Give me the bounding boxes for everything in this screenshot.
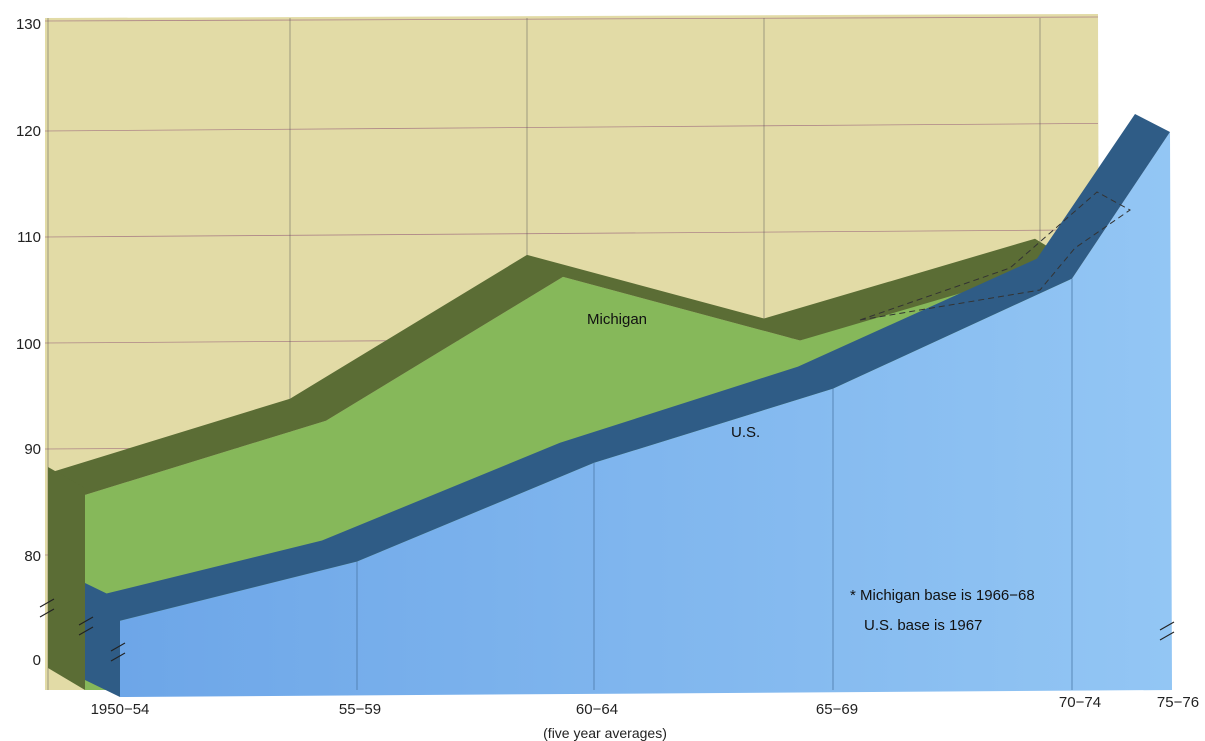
michigan-top-edge (48, 238, 1071, 496)
axis-break-marks (39, 598, 1175, 662)
y-tick-label: 80 (24, 548, 41, 565)
gridline-120 (44, 123, 1099, 132)
michigan-hidden-outline (859, 191, 1131, 321)
axis-break-5 (110, 652, 126, 662)
michigan-dashed-line (859, 191, 1131, 321)
x-tick-labels: 1950−54 55−59 60−64 65−69 70−74 75−76 (91, 694, 1199, 718)
axis-break-1 (39, 608, 55, 618)
y-tick-labels: 0 80 90 100 110 120 130 (16, 16, 41, 669)
us-area-face (120, 132, 1172, 697)
gridline-130 (44, 16, 1099, 22)
y-tick-label: 120 (16, 123, 41, 140)
axis-break-3 (78, 626, 94, 636)
x-tick-label: 60−64 (576, 701, 618, 718)
annotation-us-base: U.S. base is 1967 (864, 617, 982, 634)
axis-break-7 (1159, 631, 1175, 641)
y-tick-label: 130 (16, 16, 41, 33)
y-tick-label: 100 (16, 336, 41, 353)
y-tick-label: 110 (17, 229, 41, 246)
michigan-side-edge (48, 467, 85, 690)
axis-break-0 (39, 598, 55, 608)
annotation-michigan-base: * Michigan base is 1966−68 (850, 587, 1035, 604)
gridline-110 (44, 229, 1099, 238)
x-tick-label: 70−74 (1059, 694, 1101, 711)
axis-break-4 (110, 642, 126, 652)
x-tick-label: 55−59 (339, 701, 381, 718)
x-tick-label: 1950−54 (91, 701, 150, 718)
x-axis-title: (five year averages) (543, 725, 667, 741)
axis-break-2 (78, 616, 94, 626)
us-side-edge (85, 583, 120, 697)
x-tick-label: 65−69 (816, 701, 858, 718)
axis-break-6 (1159, 621, 1175, 631)
y-tick-label: 90 (24, 441, 41, 458)
x-tick-label: 75−76 (1157, 694, 1199, 711)
series-label-michigan: Michigan (587, 311, 647, 328)
us-series (85, 114, 1172, 697)
series-label-us: U.S. (731, 424, 760, 441)
y-tick-label: 0 (33, 652, 41, 669)
